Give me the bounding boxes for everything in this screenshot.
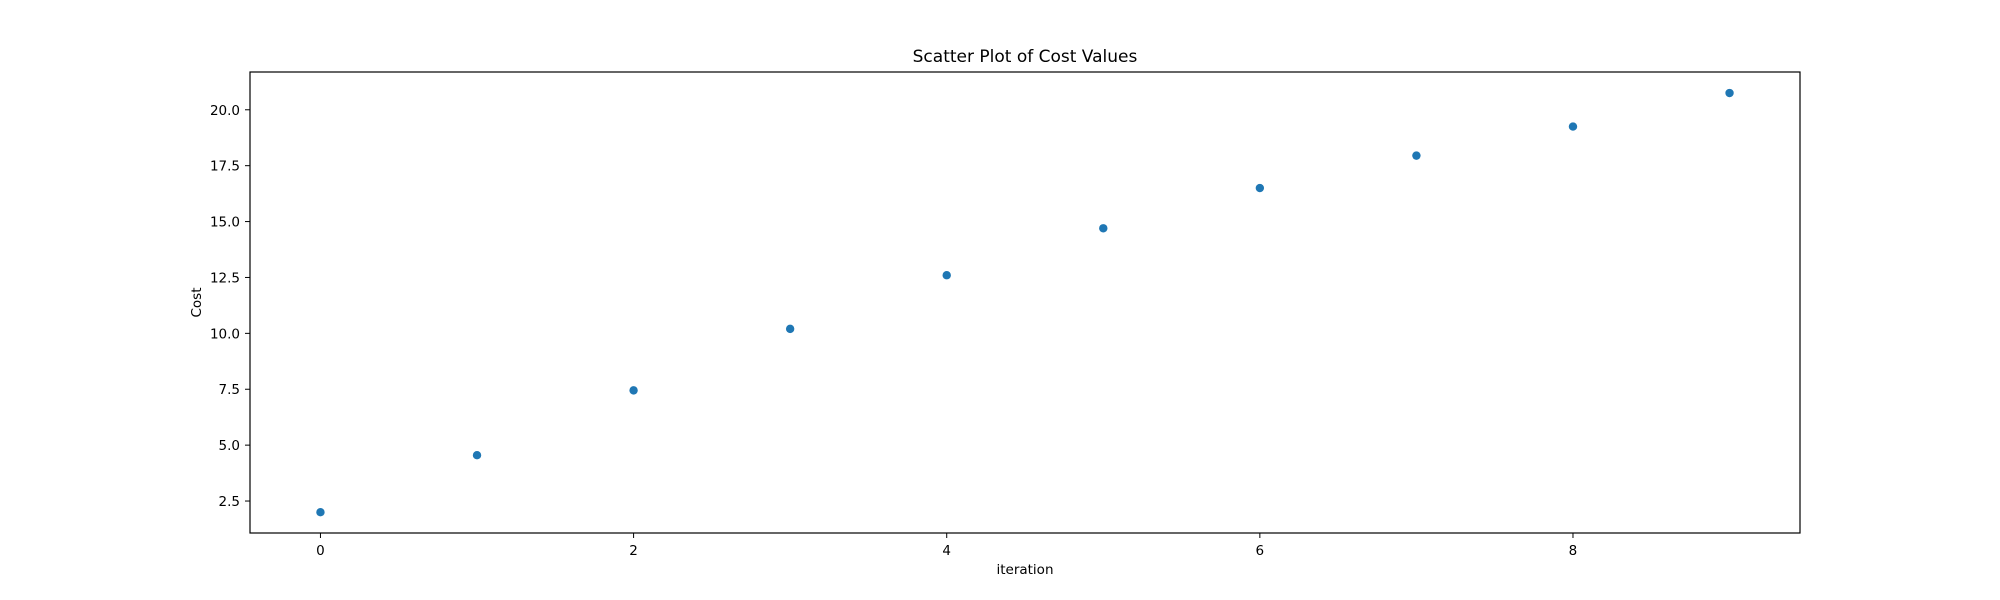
data-point — [1725, 88, 1734, 98]
y-tick-label: 15.0 — [210, 215, 240, 231]
x-tick-label: 2 — [629, 543, 638, 559]
axis-ticks: 0 2 4 6 8 2.5 5.0 7.5 10.0 12.5 15.0 17.5 20.0 — [210, 103, 1577, 559]
data-point — [942, 271, 951, 280]
x-tick-label: 6 — [1256, 543, 1265, 559]
y-tick-label: 17.5 — [210, 159, 240, 175]
y-tick-label: 5.0 — [219, 438, 240, 454]
data-point — [1412, 151, 1421, 160]
data-point — [785, 324, 795, 334]
y-axis-label: Cost — [189, 287, 205, 317]
data-point — [1099, 224, 1108, 233]
data-point — [472, 450, 482, 460]
data-point — [1568, 122, 1578, 131]
y-tick-label: 20.0 — [210, 103, 240, 119]
plot-frame — [249, 71, 1801, 534]
y-tick-label: 2.5 — [219, 494, 240, 510]
data-point — [1255, 183, 1265, 193]
data-point — [316, 508, 325, 517]
x-tick-label: 4 — [942, 543, 951, 559]
data-point — [629, 386, 638, 395]
y-tick-label: 10.0 — [210, 326, 240, 342]
x-tick-label: 0 — [316, 543, 325, 559]
y-tick-label: 7.5 — [219, 382, 240, 398]
data-points — [316, 88, 1734, 517]
y-tick-label: 12.5 — [210, 270, 240, 286]
x-axis-label: iteration — [996, 562, 1053, 578]
chart-title: Scatter Plot of Cost Values — [913, 47, 1138, 67]
x-tick-label: 8 — [1569, 543, 1578, 559]
